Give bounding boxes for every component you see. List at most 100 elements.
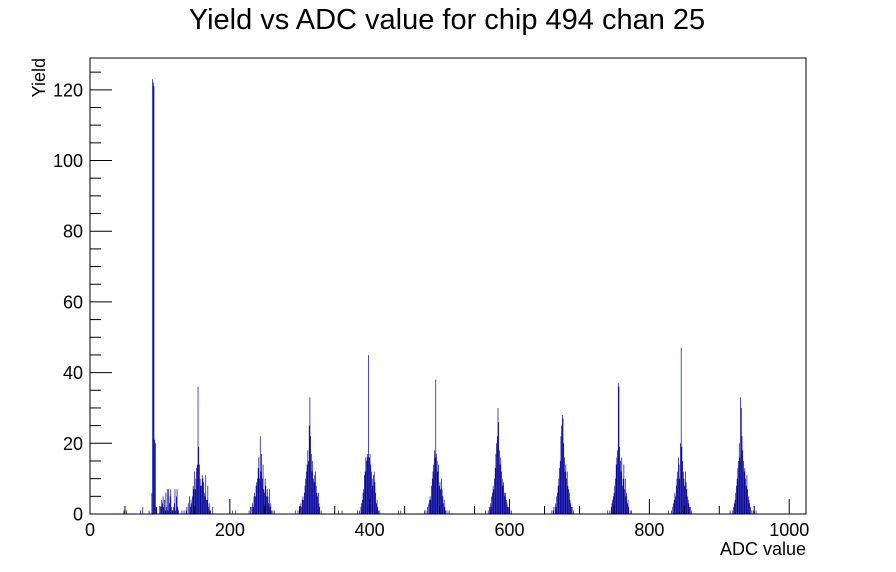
histogram-bar <box>436 453 437 514</box>
histogram-bar <box>552 510 554 514</box>
histogram-bar <box>560 436 562 514</box>
histogram-bar <box>378 510 379 514</box>
histogram-bar <box>438 485 440 514</box>
histogram-bar <box>737 468 739 514</box>
histogram-bars <box>123 79 757 515</box>
histogram-bar <box>194 489 196 514</box>
plot-frame <box>89 57 807 515</box>
histogram-bar <box>400 510 402 514</box>
histogram-bar <box>201 485 202 514</box>
histogram-bar <box>269 489 270 514</box>
histogram-bar <box>733 503 735 514</box>
histogram-bar <box>563 443 565 514</box>
histogram-bar <box>680 443 681 514</box>
axis-ticks: 0 200 400 600 800 1000 0 20 40 60 80 100 120 <box>53 71 809 540</box>
histogram-bar <box>554 503 556 514</box>
histogram-bar <box>502 485 504 514</box>
histogram-bar <box>255 496 256 514</box>
histogram-bar <box>316 492 318 514</box>
histogram-bar <box>162 496 164 514</box>
histogram-bar <box>366 453 368 514</box>
histogram-bar <box>310 436 311 514</box>
histogram-bar <box>433 464 435 514</box>
histogram-bar <box>257 468 259 514</box>
histogram-bar <box>140 510 142 514</box>
histogram-bar <box>373 471 375 514</box>
histogram-bar <box>738 460 739 514</box>
histogram-bar <box>611 503 613 514</box>
x-tick-label: 800 <box>634 520 664 540</box>
histogram-bar <box>443 499 445 514</box>
histogram-bar <box>189 496 190 514</box>
x-tick-label: 600 <box>495 520 525 540</box>
histogram-bar <box>613 492 615 514</box>
histogram-bar <box>168 489 170 514</box>
histogram-bar <box>155 506 157 514</box>
histogram-bar <box>443 503 444 514</box>
histogram-bar <box>362 492 364 514</box>
histogram-bar <box>363 489 365 514</box>
histogram-bar <box>302 496 304 514</box>
histogram-bar <box>153 86 155 514</box>
histogram-bar <box>557 492 558 514</box>
histogram-bar <box>271 510 272 514</box>
histogram-bar <box>494 468 496 514</box>
histogram-bar <box>566 478 567 514</box>
histogram-bar <box>571 506 572 514</box>
histogram-bar <box>199 464 200 514</box>
histogram-bar <box>731 510 733 514</box>
histogram-bar <box>564 471 566 514</box>
histogram-bar <box>167 510 169 514</box>
histogram-bar <box>198 446 200 514</box>
histogram-bar <box>173 503 175 514</box>
histogram-bar <box>612 499 614 514</box>
histogram-bar <box>678 457 679 514</box>
histogram-bar <box>489 506 490 514</box>
histogram-bar <box>181 510 183 514</box>
histogram-bar <box>559 460 561 514</box>
histogram-bar <box>431 478 433 514</box>
histogram-bar <box>493 489 495 514</box>
histogram-bar <box>171 506 172 514</box>
histogram-bar <box>191 503 193 514</box>
histogram-bar <box>625 496 627 514</box>
histogram-bar <box>610 506 612 514</box>
histogram-bar <box>617 383 619 514</box>
histogram-bar <box>431 485 432 514</box>
histogram-bar <box>682 471 684 514</box>
histogram-bar <box>170 489 172 514</box>
histogram-bar <box>689 506 691 514</box>
histogram-bar <box>745 478 746 514</box>
histogram-bar <box>375 503 377 514</box>
histogram-bar <box>193 489 195 514</box>
histogram-bar <box>266 496 267 514</box>
histogram-bar <box>673 503 674 514</box>
histogram-bar <box>370 464 372 514</box>
histogram-bar <box>440 489 442 514</box>
y-tick-label: 60 <box>63 292 83 312</box>
histogram-bar <box>314 475 316 514</box>
histogram-bar <box>259 436 261 514</box>
histogram-bar <box>674 492 676 514</box>
histogram-bar <box>441 489 443 514</box>
y-axis-title: Yield <box>29 58 49 97</box>
histogram-bar <box>318 503 320 514</box>
histogram-bar <box>174 489 176 514</box>
histogram-bar <box>192 496 193 514</box>
histogram-bar <box>556 496 558 514</box>
histogram-bar <box>738 443 740 514</box>
histogram-bar <box>360 506 362 514</box>
histogram-bar <box>196 464 198 514</box>
histogram-bar <box>248 510 250 514</box>
histogram-bar <box>564 457 565 514</box>
histogram-bar <box>614 485 616 514</box>
histogram-bar <box>212 506 214 514</box>
histogram-bar <box>195 478 197 514</box>
histogram-bar <box>435 379 437 514</box>
histogram-bar <box>617 450 618 514</box>
histogram-bar <box>379 510 381 514</box>
histogram-bar <box>680 347 682 514</box>
histogram-bar <box>571 506 573 514</box>
histogram-bar <box>194 471 195 514</box>
